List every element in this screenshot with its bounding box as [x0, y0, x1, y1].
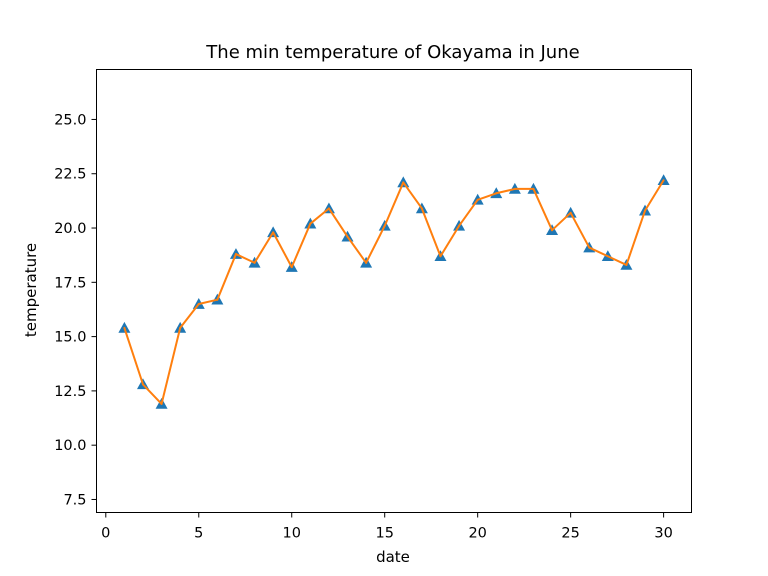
series-line-segment — [420, 207, 442, 258]
plot-frame — [96, 69, 692, 513]
series-line-segment — [588, 246, 609, 258]
series-line-segment — [309, 207, 330, 225]
x-tick-label: 25 — [561, 526, 579, 542]
series-line-segment — [123, 326, 144, 386]
x-tick-label: 30 — [654, 526, 672, 542]
series-line-segment — [253, 231, 275, 264]
x-tick-label: 20 — [468, 526, 486, 542]
y-tick-label: 22.5 — [54, 167, 86, 183]
series-line-segment — [625, 209, 647, 266]
series-line-segment — [569, 211, 591, 249]
series-line-segment — [644, 179, 665, 212]
series-line-segment — [141, 383, 163, 405]
series-line-segment — [439, 224, 461, 258]
series-layer — [118, 174, 670, 409]
series-line-segment — [346, 235, 368, 264]
series-line-segment — [458, 198, 479, 227]
chart-title: The min temperature of Okayama in June — [205, 42, 579, 63]
x-tick-label: 0 — [101, 526, 110, 542]
series-line-segment — [179, 303, 200, 329]
y-tick-label: 20.0 — [54, 221, 86, 237]
series-line-segment — [160, 326, 182, 405]
y-axis-ticks: 7.5 10.0 12.5 15.0 17.5 20.0 22.5 25.0 — [54, 112, 97, 508]
y-tick-label: 17.5 — [54, 275, 86, 291]
series-line-segment — [327, 207, 349, 238]
y-tick-label: 12.5 — [54, 384, 86, 400]
series-line-segment — [551, 211, 572, 232]
series-line-segment — [383, 181, 405, 227]
x-tick-label: 10 — [283, 526, 301, 542]
series-line-segment — [402, 181, 423, 210]
series-line-segment — [532, 187, 554, 232]
series-line-segment — [606, 255, 628, 266]
series-line-segment — [476, 192, 498, 201]
series-line-segment — [365, 224, 386, 264]
x-axis-ticks: 0 5 10 15 20 25 30 — [101, 512, 673, 542]
series-line-segment — [272, 231, 293, 269]
x-axis-label: date — [376, 548, 410, 566]
y-tick-label: 25.0 — [54, 112, 86, 128]
y-axis-label: temperature — [22, 243, 40, 337]
x-tick-label: 5 — [194, 526, 203, 542]
series-line-segment — [234, 253, 256, 264]
y-tick-label: 15.0 — [54, 330, 86, 346]
series-line-segment — [197, 298, 219, 306]
y-tick-label: 10.0 — [54, 438, 86, 454]
series-line-segment — [495, 187, 516, 195]
series-line-segment — [290, 222, 312, 269]
y-tick-label: 7.5 — [63, 492, 86, 508]
series-line-segment — [216, 253, 237, 301]
x-tick-label: 15 — [375, 526, 393, 542]
